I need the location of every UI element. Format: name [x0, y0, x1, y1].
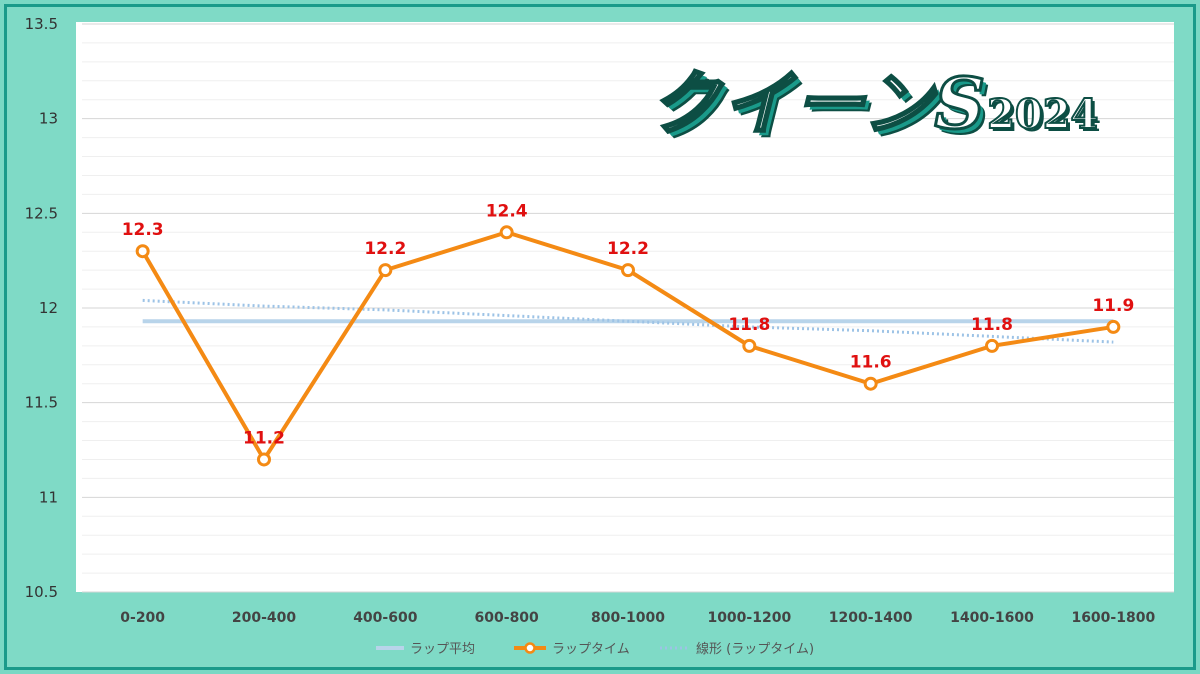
grid-lines	[82, 23, 1174, 593]
x-tick-label: 1600-1800	[1071, 610, 1155, 626]
x-tick-label: 400-600	[353, 610, 418, 626]
y-tick-label: 13.5	[25, 15, 58, 33]
data-point-lap-time	[378, 263, 393, 278]
y-tick-label: 11.5	[25, 394, 58, 412]
y-axis: 13.5 13 12.5 12 11.5 11 10.5	[25, 15, 58, 601]
data-point-lap-time	[742, 338, 757, 353]
data-point-lap-time	[257, 452, 271, 467]
y-tick-label: 10.5	[25, 583, 58, 601]
data-labels: 12.3 11.2 12.2 12.4 12.2 11.8 11.6 11.8 11.9	[122, 201, 1135, 448]
data-point-lap-time	[499, 225, 514, 240]
title-main: クイーンS	[648, 61, 988, 147]
legend-label-lap-time: ラップタイム	[552, 642, 630, 657]
x-tick-label: 1200-1400	[829, 610, 913, 626]
x-tick-label: 800-1000	[591, 610, 665, 626]
data-point-lap-time	[135, 244, 150, 259]
data-label: 11.2	[243, 428, 285, 448]
series	[135, 225, 1121, 467]
y-tick-label: 11	[39, 488, 58, 506]
x-axis: 0-200 200-400 400-600 600-800 800-1000 1000-1…	[120, 610, 1155, 626]
data-label: 12.3	[122, 220, 164, 240]
legend-marker-lap-time	[524, 642, 536, 654]
x-tick-label: 0-200	[120, 610, 165, 626]
series-line-trend	[142, 298, 1114, 344]
x-tick-label: 1000-1200	[707, 610, 791, 626]
data-point-lap-time	[621, 263, 635, 278]
data-label: 11.9	[1092, 296, 1134, 316]
data-point-lap-time	[985, 338, 999, 353]
race-title: クイーンS2024	[648, 48, 1160, 148]
y-tick-label: 12	[39, 299, 58, 317]
legend-label-lap-avg: ラップ平均	[410, 642, 475, 657]
data-label: 11.8	[971, 315, 1013, 335]
x-tick-label: 600-800	[475, 610, 540, 626]
data-label: 12.2	[364, 239, 406, 259]
y-tick-label: 12.5	[25, 204, 58, 222]
x-tick-label: 200-400	[232, 610, 297, 626]
data-label: 11.6	[850, 353, 892, 373]
data-label: 11.8	[728, 315, 770, 335]
legend: ラップ平均 ラップタイム 線形 (ラップタイム)	[376, 641, 814, 657]
data-point-lap-time	[1106, 319, 1121, 334]
data-label: 12.2	[607, 239, 649, 259]
data-label: 12.4	[486, 201, 528, 221]
y-tick-label: 13	[39, 110, 58, 128]
title-year: 2024	[986, 90, 1099, 139]
legend-label-trend: 線形 (ラップタイム)	[696, 641, 814, 657]
x-tick-label: 1400-1600	[950, 610, 1034, 626]
data-point-lap-time	[863, 376, 878, 391]
